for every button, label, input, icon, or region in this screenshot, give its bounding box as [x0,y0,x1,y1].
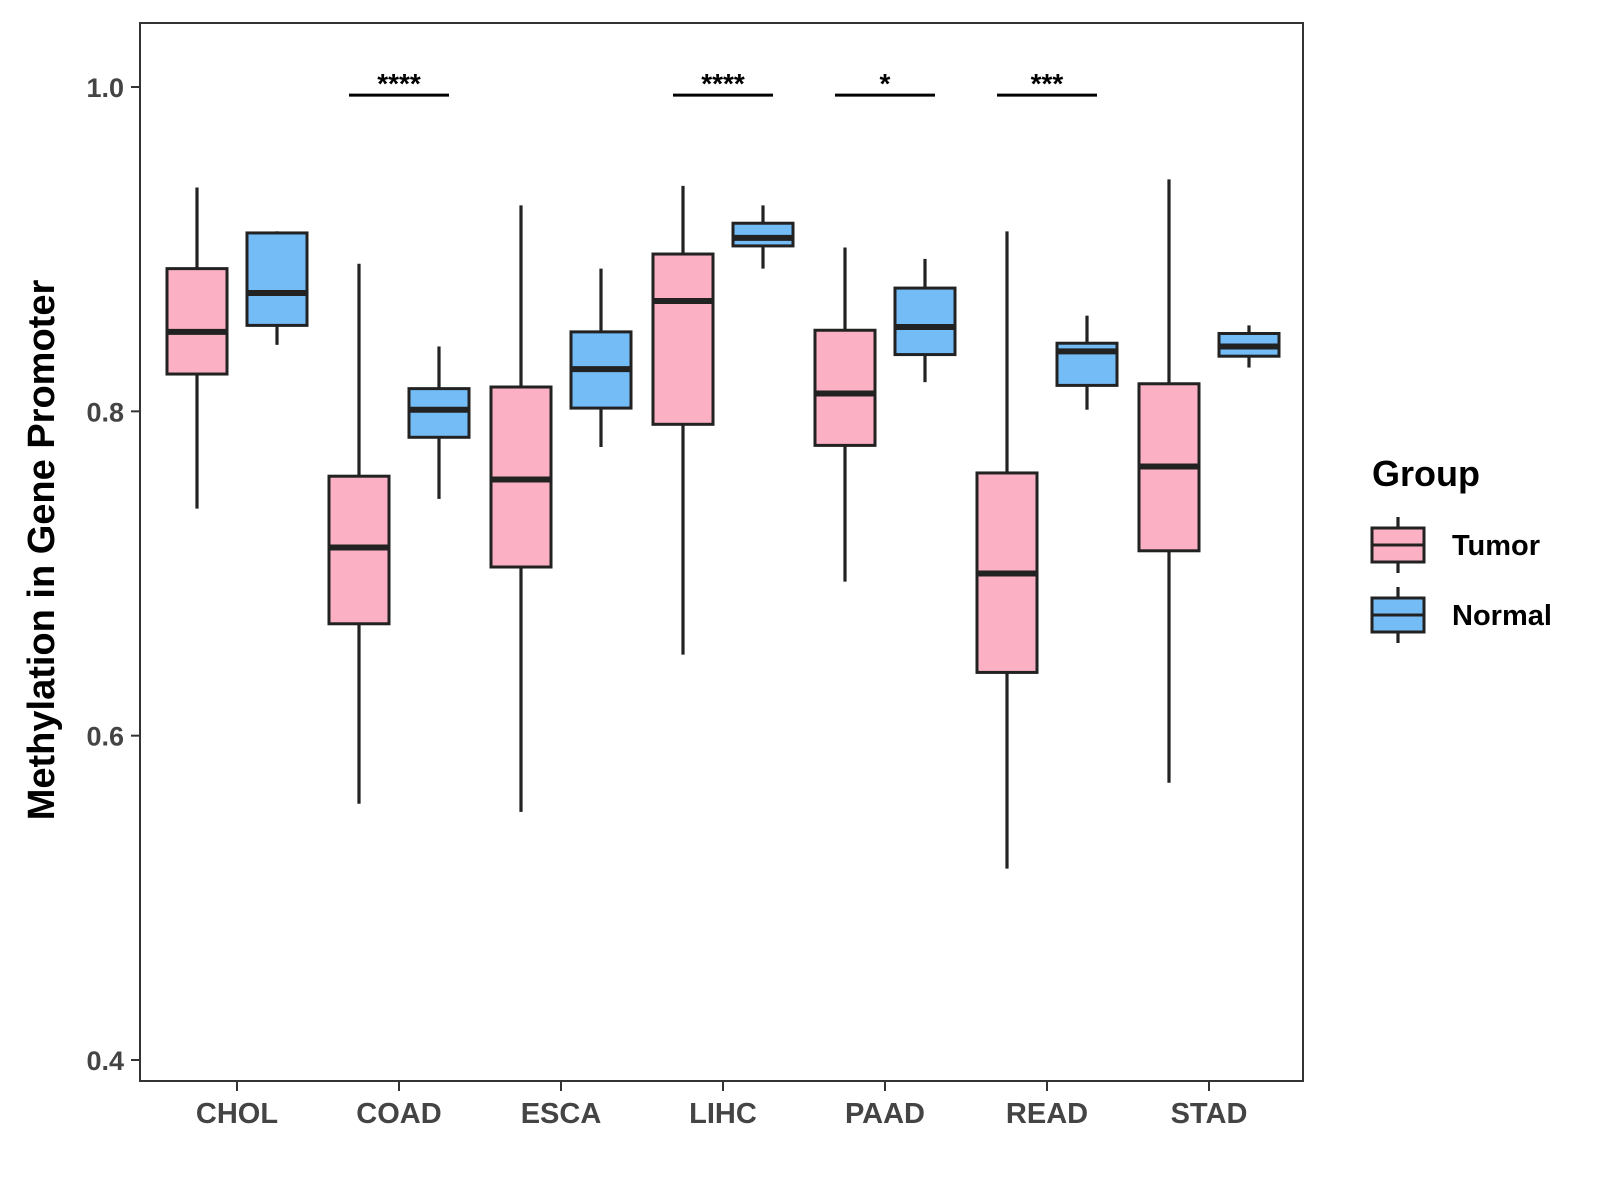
box-tumor-coad [327,263,391,804]
legend-entry-normal: Normal [1370,587,1552,643]
legend-label: Tumor [1452,530,1540,562]
x-tick-label: CHOL [196,1098,278,1130]
legend-label: Normal [1452,600,1552,632]
box-body [893,286,957,357]
y-axis-title: Methylation in Gene Promoter [21,280,63,821]
box-body [731,221,795,248]
y-tick-label: 0.4 [86,1046,124,1076]
box-tumor-paad [813,247,877,582]
box-layer [165,179,1281,869]
y-tick-label: 0.8 [86,397,124,427]
box-normal-paad [893,258,957,383]
significance-label: *** [1031,68,1064,99]
significance-label: **** [377,68,421,99]
legend-entry-tumor: Tumor [1370,517,1540,573]
box-body [651,252,715,426]
box-body [407,387,471,439]
box-body [813,328,877,447]
box-normal-coad [407,346,471,499]
x-tick-label: COAD [356,1098,441,1130]
x-tick-label: STAD [1171,1098,1248,1130]
significance-layer: **** **** * *** [349,68,1097,99]
box-normal-stad [1217,325,1281,368]
box-tumor-chol [165,187,229,509]
x-tick-label: ESCA [521,1098,602,1130]
x-axis: CHOL COAD ESCA LIHC PAAD READ STAD [196,1081,1247,1130]
box-tumor-read [975,231,1039,869]
y-tick-label: 0.6 [86,722,124,752]
x-tick-label: LIHC [689,1098,757,1130]
legend: Group Tumor Normal [1370,453,1552,643]
y-tick-label: 1.0 [86,73,124,103]
box-normal-esca [569,268,633,448]
box-tumor-stad [1137,179,1201,783]
legend-title: Group [1372,453,1480,494]
significance-label: **** [701,68,745,99]
box-normal-chol [245,231,309,345]
x-tick-label: PAAD [845,1098,925,1130]
box-normal-read [1055,315,1119,410]
box-normal-lihc [731,205,795,269]
significance-label: * [880,68,891,99]
plot-panel [139,22,1304,1082]
y-axis: 0.4 0.6 0.8 1.0 [86,73,140,1076]
box-tumor-esca [489,205,553,812]
box-tumor-lihc [651,185,715,655]
x-tick-label: READ [1006,1098,1088,1130]
box-body [165,267,229,376]
box-body [245,231,309,327]
